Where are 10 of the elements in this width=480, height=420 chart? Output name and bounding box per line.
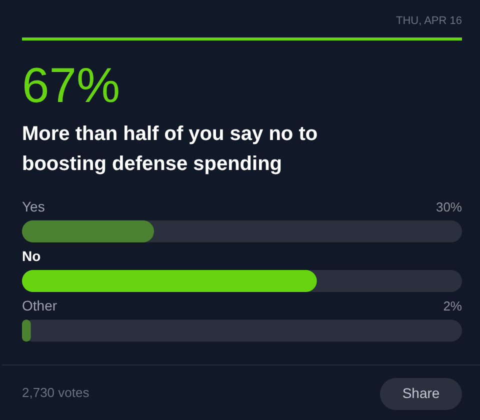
text: Share (402, 385, 440, 401)
y-tick-label: No (22, 248, 41, 264)
text: THU, APR 16 (396, 15, 462, 27)
y-tick-label: Yes (22, 198, 45, 214)
y-tick-label: Other (22, 298, 58, 314)
data-label: 2% (443, 298, 462, 314)
data-label: 30% (436, 199, 462, 214)
chart-title: More than half of you say no to boosting defense spending (22, 123, 318, 175)
text: 67% (22, 59, 120, 113)
text: 2,730 votes (22, 385, 90, 400)
